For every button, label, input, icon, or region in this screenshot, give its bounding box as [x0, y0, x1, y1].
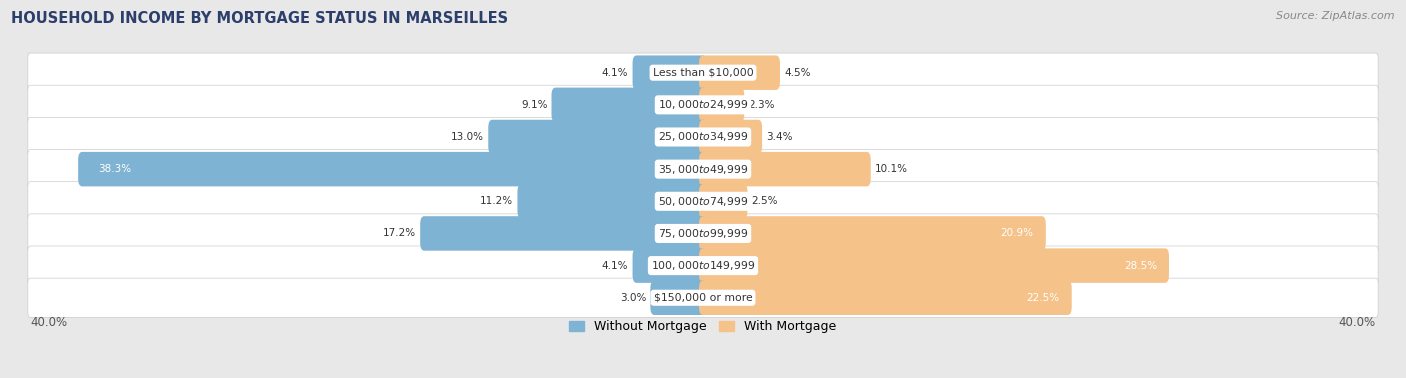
- FancyBboxPatch shape: [699, 280, 1071, 315]
- Text: $50,000 to $74,999: $50,000 to $74,999: [658, 195, 748, 208]
- Text: Less than $10,000: Less than $10,000: [652, 68, 754, 78]
- Text: 4.5%: 4.5%: [785, 68, 810, 78]
- FancyBboxPatch shape: [699, 56, 780, 90]
- Text: $75,000 to $99,999: $75,000 to $99,999: [658, 227, 748, 240]
- Text: 28.5%: 28.5%: [1123, 260, 1157, 271]
- FancyBboxPatch shape: [699, 216, 1046, 251]
- Text: 22.5%: 22.5%: [1026, 293, 1060, 303]
- FancyBboxPatch shape: [651, 280, 707, 315]
- FancyBboxPatch shape: [633, 248, 707, 283]
- Text: 2.3%: 2.3%: [748, 100, 775, 110]
- FancyBboxPatch shape: [517, 184, 707, 218]
- Text: Source: ZipAtlas.com: Source: ZipAtlas.com: [1277, 11, 1395, 21]
- FancyBboxPatch shape: [699, 120, 762, 154]
- FancyBboxPatch shape: [28, 53, 1378, 92]
- Text: 20.9%: 20.9%: [1001, 228, 1033, 239]
- FancyBboxPatch shape: [699, 184, 748, 218]
- FancyBboxPatch shape: [28, 118, 1378, 156]
- Text: $100,000 to $149,999: $100,000 to $149,999: [651, 259, 755, 272]
- Text: $35,000 to $49,999: $35,000 to $49,999: [658, 163, 748, 176]
- Text: 40.0%: 40.0%: [31, 316, 67, 329]
- Text: 4.1%: 4.1%: [602, 68, 628, 78]
- Text: 40.0%: 40.0%: [1339, 316, 1375, 329]
- FancyBboxPatch shape: [28, 278, 1378, 318]
- FancyBboxPatch shape: [633, 56, 707, 90]
- Text: 10.1%: 10.1%: [875, 164, 908, 174]
- Text: $25,000 to $34,999: $25,000 to $34,999: [658, 130, 748, 144]
- Text: 3.0%: 3.0%: [620, 293, 647, 303]
- FancyBboxPatch shape: [28, 214, 1378, 253]
- FancyBboxPatch shape: [699, 248, 1168, 283]
- Text: 13.0%: 13.0%: [451, 132, 484, 142]
- FancyBboxPatch shape: [79, 152, 707, 186]
- Text: 11.2%: 11.2%: [481, 196, 513, 206]
- Text: 4.1%: 4.1%: [602, 260, 628, 271]
- FancyBboxPatch shape: [420, 216, 707, 251]
- FancyBboxPatch shape: [28, 85, 1378, 124]
- Text: HOUSEHOLD INCOME BY MORTGAGE STATUS IN MARSEILLES: HOUSEHOLD INCOME BY MORTGAGE STATUS IN M…: [11, 11, 509, 26]
- FancyBboxPatch shape: [551, 88, 707, 122]
- FancyBboxPatch shape: [28, 150, 1378, 189]
- FancyBboxPatch shape: [28, 246, 1378, 285]
- Legend: Without Mortgage, With Mortgage: Without Mortgage, With Mortgage: [564, 315, 842, 338]
- Text: 17.2%: 17.2%: [382, 228, 416, 239]
- Text: $10,000 to $24,999: $10,000 to $24,999: [658, 98, 748, 112]
- FancyBboxPatch shape: [28, 182, 1378, 221]
- Text: 3.4%: 3.4%: [766, 132, 793, 142]
- Text: $150,000 or more: $150,000 or more: [654, 293, 752, 303]
- FancyBboxPatch shape: [699, 152, 870, 186]
- Text: 38.3%: 38.3%: [98, 164, 132, 174]
- FancyBboxPatch shape: [699, 88, 744, 122]
- Text: 9.1%: 9.1%: [520, 100, 547, 110]
- Text: 2.5%: 2.5%: [752, 196, 778, 206]
- FancyBboxPatch shape: [488, 120, 707, 154]
